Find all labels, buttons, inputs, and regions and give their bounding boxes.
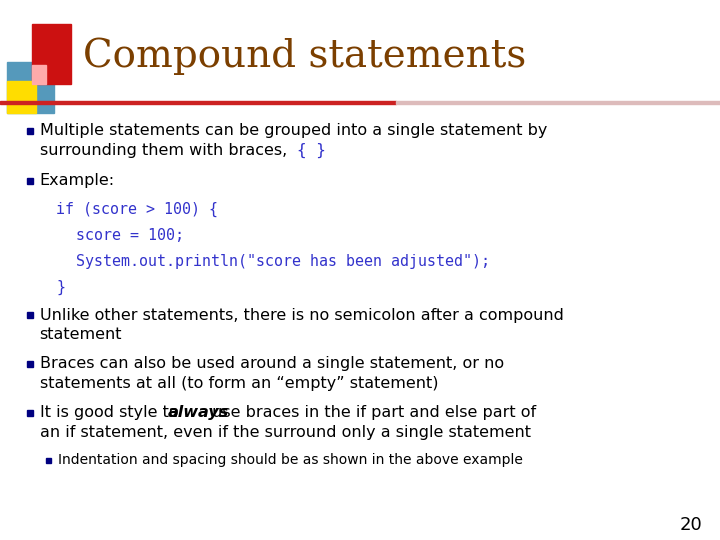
Text: }: } bbox=[56, 280, 65, 295]
Text: Braces can also be used around a single statement, or no: Braces can also be used around a single … bbox=[40, 356, 504, 372]
Bar bbox=[27, 127, 33, 134]
Bar bbox=[396, 101, 720, 104]
Bar bbox=[27, 409, 33, 416]
Bar bbox=[7, 81, 36, 113]
Text: statements at all (to form an “empty” statement): statements at all (to form an “empty” st… bbox=[40, 376, 438, 391]
Bar bbox=[32, 65, 46, 84]
Text: use braces in the if part and else part of: use braces in the if part and else part … bbox=[207, 405, 536, 420]
Text: Unlike other statements, there is no semicolon after a compound: Unlike other statements, there is no sem… bbox=[40, 308, 564, 323]
Text: statement: statement bbox=[40, 327, 122, 342]
Text: Multiple statements can be grouped into a single statement by: Multiple statements can be grouped into … bbox=[40, 123, 547, 138]
Bar bbox=[7, 62, 54, 113]
Text: { }: { } bbox=[297, 143, 326, 158]
Bar bbox=[0, 101, 396, 104]
Text: Indentation and spacing should be as shown in the above example: Indentation and spacing should be as sho… bbox=[58, 453, 523, 467]
Bar bbox=[47, 457, 51, 463]
Text: if (score > 100) {: if (score > 100) { bbox=[56, 202, 218, 217]
Bar bbox=[27, 361, 33, 367]
Bar bbox=[27, 178, 33, 184]
Text: always: always bbox=[168, 405, 229, 420]
Text: score = 100;: score = 100; bbox=[76, 228, 184, 243]
Text: surrounding them with braces,: surrounding them with braces, bbox=[40, 143, 292, 158]
Text: Example:: Example: bbox=[40, 173, 114, 188]
Text: Compound statements: Compound statements bbox=[83, 38, 526, 76]
Bar bbox=[32, 24, 71, 84]
Text: 20: 20 bbox=[680, 516, 703, 534]
Text: System.out.println("score has been adjusted");: System.out.println("score has been adjus… bbox=[76, 254, 490, 269]
Text: an if statement, even if the surround only a single statement: an if statement, even if the surround on… bbox=[40, 424, 531, 440]
Bar bbox=[27, 312, 33, 319]
Text: It is good style to: It is good style to bbox=[40, 405, 184, 420]
